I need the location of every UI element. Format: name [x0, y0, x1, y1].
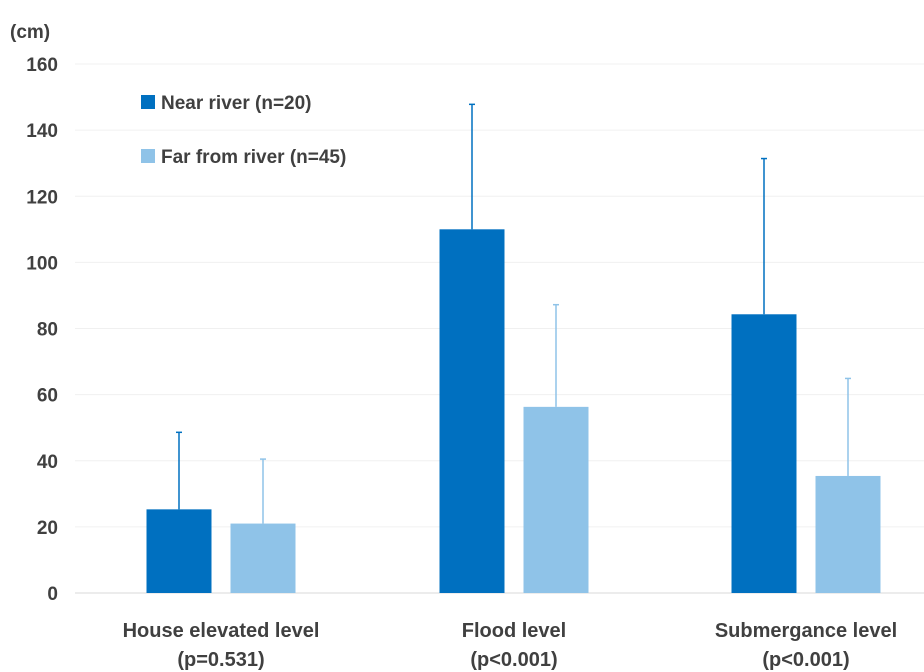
bar: [731, 314, 797, 593]
y-tick-label: 140: [26, 121, 58, 142]
y-tick-label: 0: [47, 584, 58, 605]
legend-swatch-near-river: [141, 95, 155, 109]
bar: [230, 523, 296, 593]
y-tick-label: 160: [26, 55, 58, 76]
legend-label-near-river: Near river (n=20): [161, 93, 312, 114]
y-axis-unit-label: (cm): [10, 22, 50, 43]
y-tick-label: 40: [37, 452, 58, 473]
category-p-value: (p=0.531): [177, 649, 264, 671]
category-label: Submergance level: [715, 620, 897, 642]
category-p-value: (p<0.001): [762, 649, 849, 671]
y-axis-tick-labels: 0 20 40 60 80 100 120 140 160: [26, 55, 58, 605]
category-label: Flood level: [462, 620, 566, 642]
legend-label-far-from-river: Far from river (n=45): [161, 147, 346, 168]
legend-swatch-far-from-river: [141, 149, 155, 163]
bar: [815, 475, 881, 593]
y-tick-label: 60: [37, 386, 58, 407]
bar: [523, 406, 589, 593]
y-tick-label: 80: [37, 320, 58, 341]
category-labels: House elevated level (p=0.531) Flood level…: [123, 620, 898, 671]
y-tick-label: 120: [26, 187, 58, 208]
bar: [146, 509, 212, 593]
category-label: House elevated level: [123, 620, 320, 642]
y-tick-label: 100: [26, 253, 58, 274]
error-bars: [176, 103, 851, 524]
bar: [439, 229, 505, 593]
legend: Near river (n=20) Far from river (n=45): [141, 93, 346, 168]
category-p-value: (p<0.001): [470, 649, 557, 671]
bars: [146, 229, 881, 593]
y-tick-label: 20: [37, 518, 58, 539]
